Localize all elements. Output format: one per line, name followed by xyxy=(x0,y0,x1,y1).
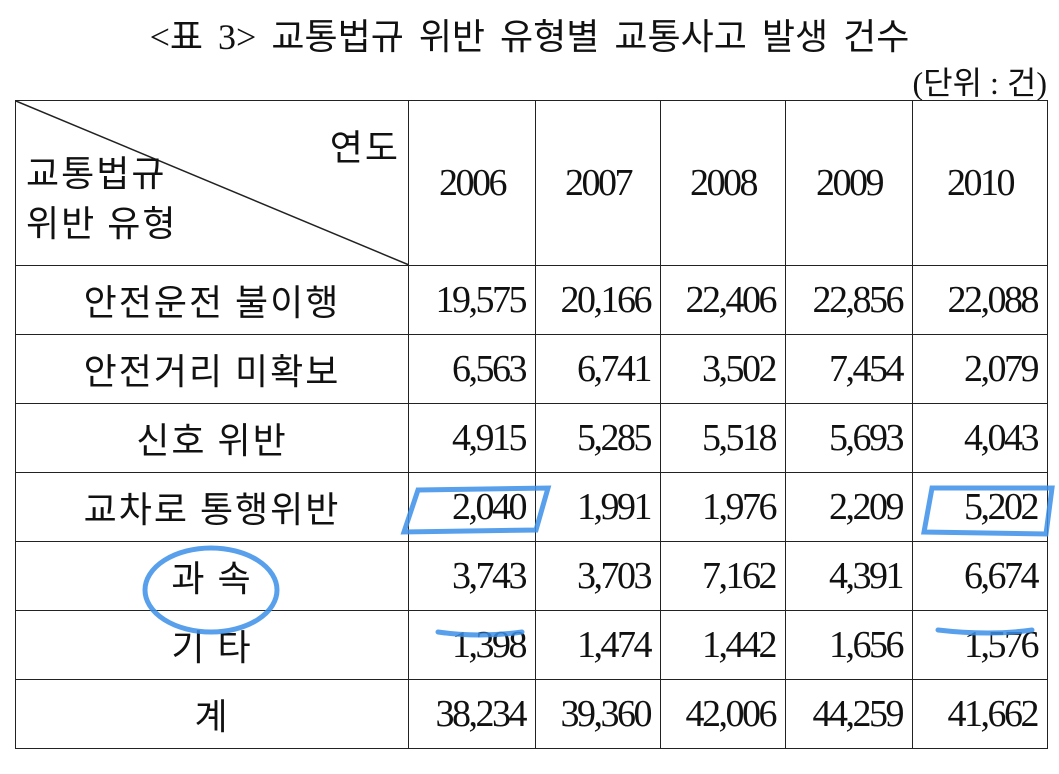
corner-top: 연도 xyxy=(329,128,400,168)
cell: 41,662 xyxy=(912,679,1048,749)
table-row: 기 타 1,398 1,474 1,442 1,656 1,576 xyxy=(15,610,1048,680)
cell: 2,079 xyxy=(912,334,1048,404)
cell: 1,991 xyxy=(535,472,661,542)
table-row: 안전거리 미확보 6,563 6,741 3,502 7,454 2,079 xyxy=(15,334,1048,404)
cell: 20,166 xyxy=(535,265,661,335)
column-header: 2006 xyxy=(408,100,536,266)
cell: 38,234 xyxy=(408,679,536,749)
row-label: 교차로 통행위반 xyxy=(15,472,409,542)
cell: 4,043 xyxy=(912,403,1048,473)
cell: 3,703 xyxy=(535,541,661,611)
row-label: 계 xyxy=(15,679,409,749)
row-label: 과 속 xyxy=(15,541,409,611)
cell: 5,518 xyxy=(660,403,786,473)
cell: 5,202 xyxy=(912,472,1048,542)
cell: 4,915 xyxy=(408,403,536,473)
cell: 5,693 xyxy=(785,403,913,473)
column-header: 2009 xyxy=(785,100,913,266)
table-row: 안전운전 불이행 19,575 20,166 22,406 22,856 22,088 xyxy=(15,265,1048,335)
cell: 22,088 xyxy=(912,265,1048,335)
cell: 1,576 xyxy=(912,610,1048,680)
corner-line: 교통법규 xyxy=(26,154,167,194)
row-label: 기 타 xyxy=(15,610,409,680)
cell: 3,743 xyxy=(408,541,536,611)
corner-line: 위반 유형 xyxy=(26,204,178,244)
row-label: 안전운전 불이행 xyxy=(15,265,409,335)
column-header: 2007 xyxy=(535,100,661,266)
diagonal xyxy=(16,101,409,265)
row-label: 신호 위반 xyxy=(15,403,409,473)
title: <표 3> 교통법규 위반 유형별 교통사고 발생 건수 xyxy=(149,17,910,57)
cell: 44,259 xyxy=(785,679,913,749)
cell: 6,563 xyxy=(408,334,536,404)
cell: 6,741 xyxy=(535,334,661,404)
header-row: 연도 교통법규 위반 유형 2006 2007 2008 2009 2010 xyxy=(15,100,1048,266)
cell: 7,454 xyxy=(785,334,913,404)
row-label: 안전거리 미확보 xyxy=(15,334,409,404)
cell: 2,040 xyxy=(408,472,536,542)
table-row: 교차로 통행위반 2,040 1,991 1,976 2,209 5,202 xyxy=(15,472,1048,542)
cell: 22,406 xyxy=(660,265,786,335)
table-row: 과 속 3,743 3,703 7,162 4,391 6,674 xyxy=(15,541,1048,611)
cell: 1,442 xyxy=(660,610,786,680)
cell: 39,360 xyxy=(535,679,661,749)
cell: 1,976 xyxy=(660,472,786,542)
unit: (단위 : 건) xyxy=(912,65,1047,101)
cell: 1,398 xyxy=(408,610,536,680)
cell: 6,674 xyxy=(912,541,1048,611)
cell: 5,285 xyxy=(535,403,661,473)
table-row: 계 38,234 39,360 42,006 44,259 41,662 xyxy=(15,679,1048,749)
cell: 19,575 xyxy=(408,265,536,335)
cell: 3,502 xyxy=(660,334,786,404)
cell: 42,006 xyxy=(660,679,786,749)
cell: 2,209 xyxy=(785,472,913,542)
table: 연도 교통법규 위반 유형 2006 2007 2008 2009 2010 안전운전 불이행 1… xyxy=(15,100,1048,749)
cell: 22,856 xyxy=(785,265,913,335)
cell: 4,391 xyxy=(785,541,913,611)
cell: 1,656 xyxy=(785,610,913,680)
cell: 7,162 xyxy=(660,541,786,611)
table-row: 신호 위반 4,915 5,285 5,518 5,693 4,043 xyxy=(15,403,1048,473)
cell: 1,474 xyxy=(535,610,661,680)
column-header: 2010 xyxy=(912,100,1048,266)
column-header: 2008 xyxy=(660,100,786,266)
